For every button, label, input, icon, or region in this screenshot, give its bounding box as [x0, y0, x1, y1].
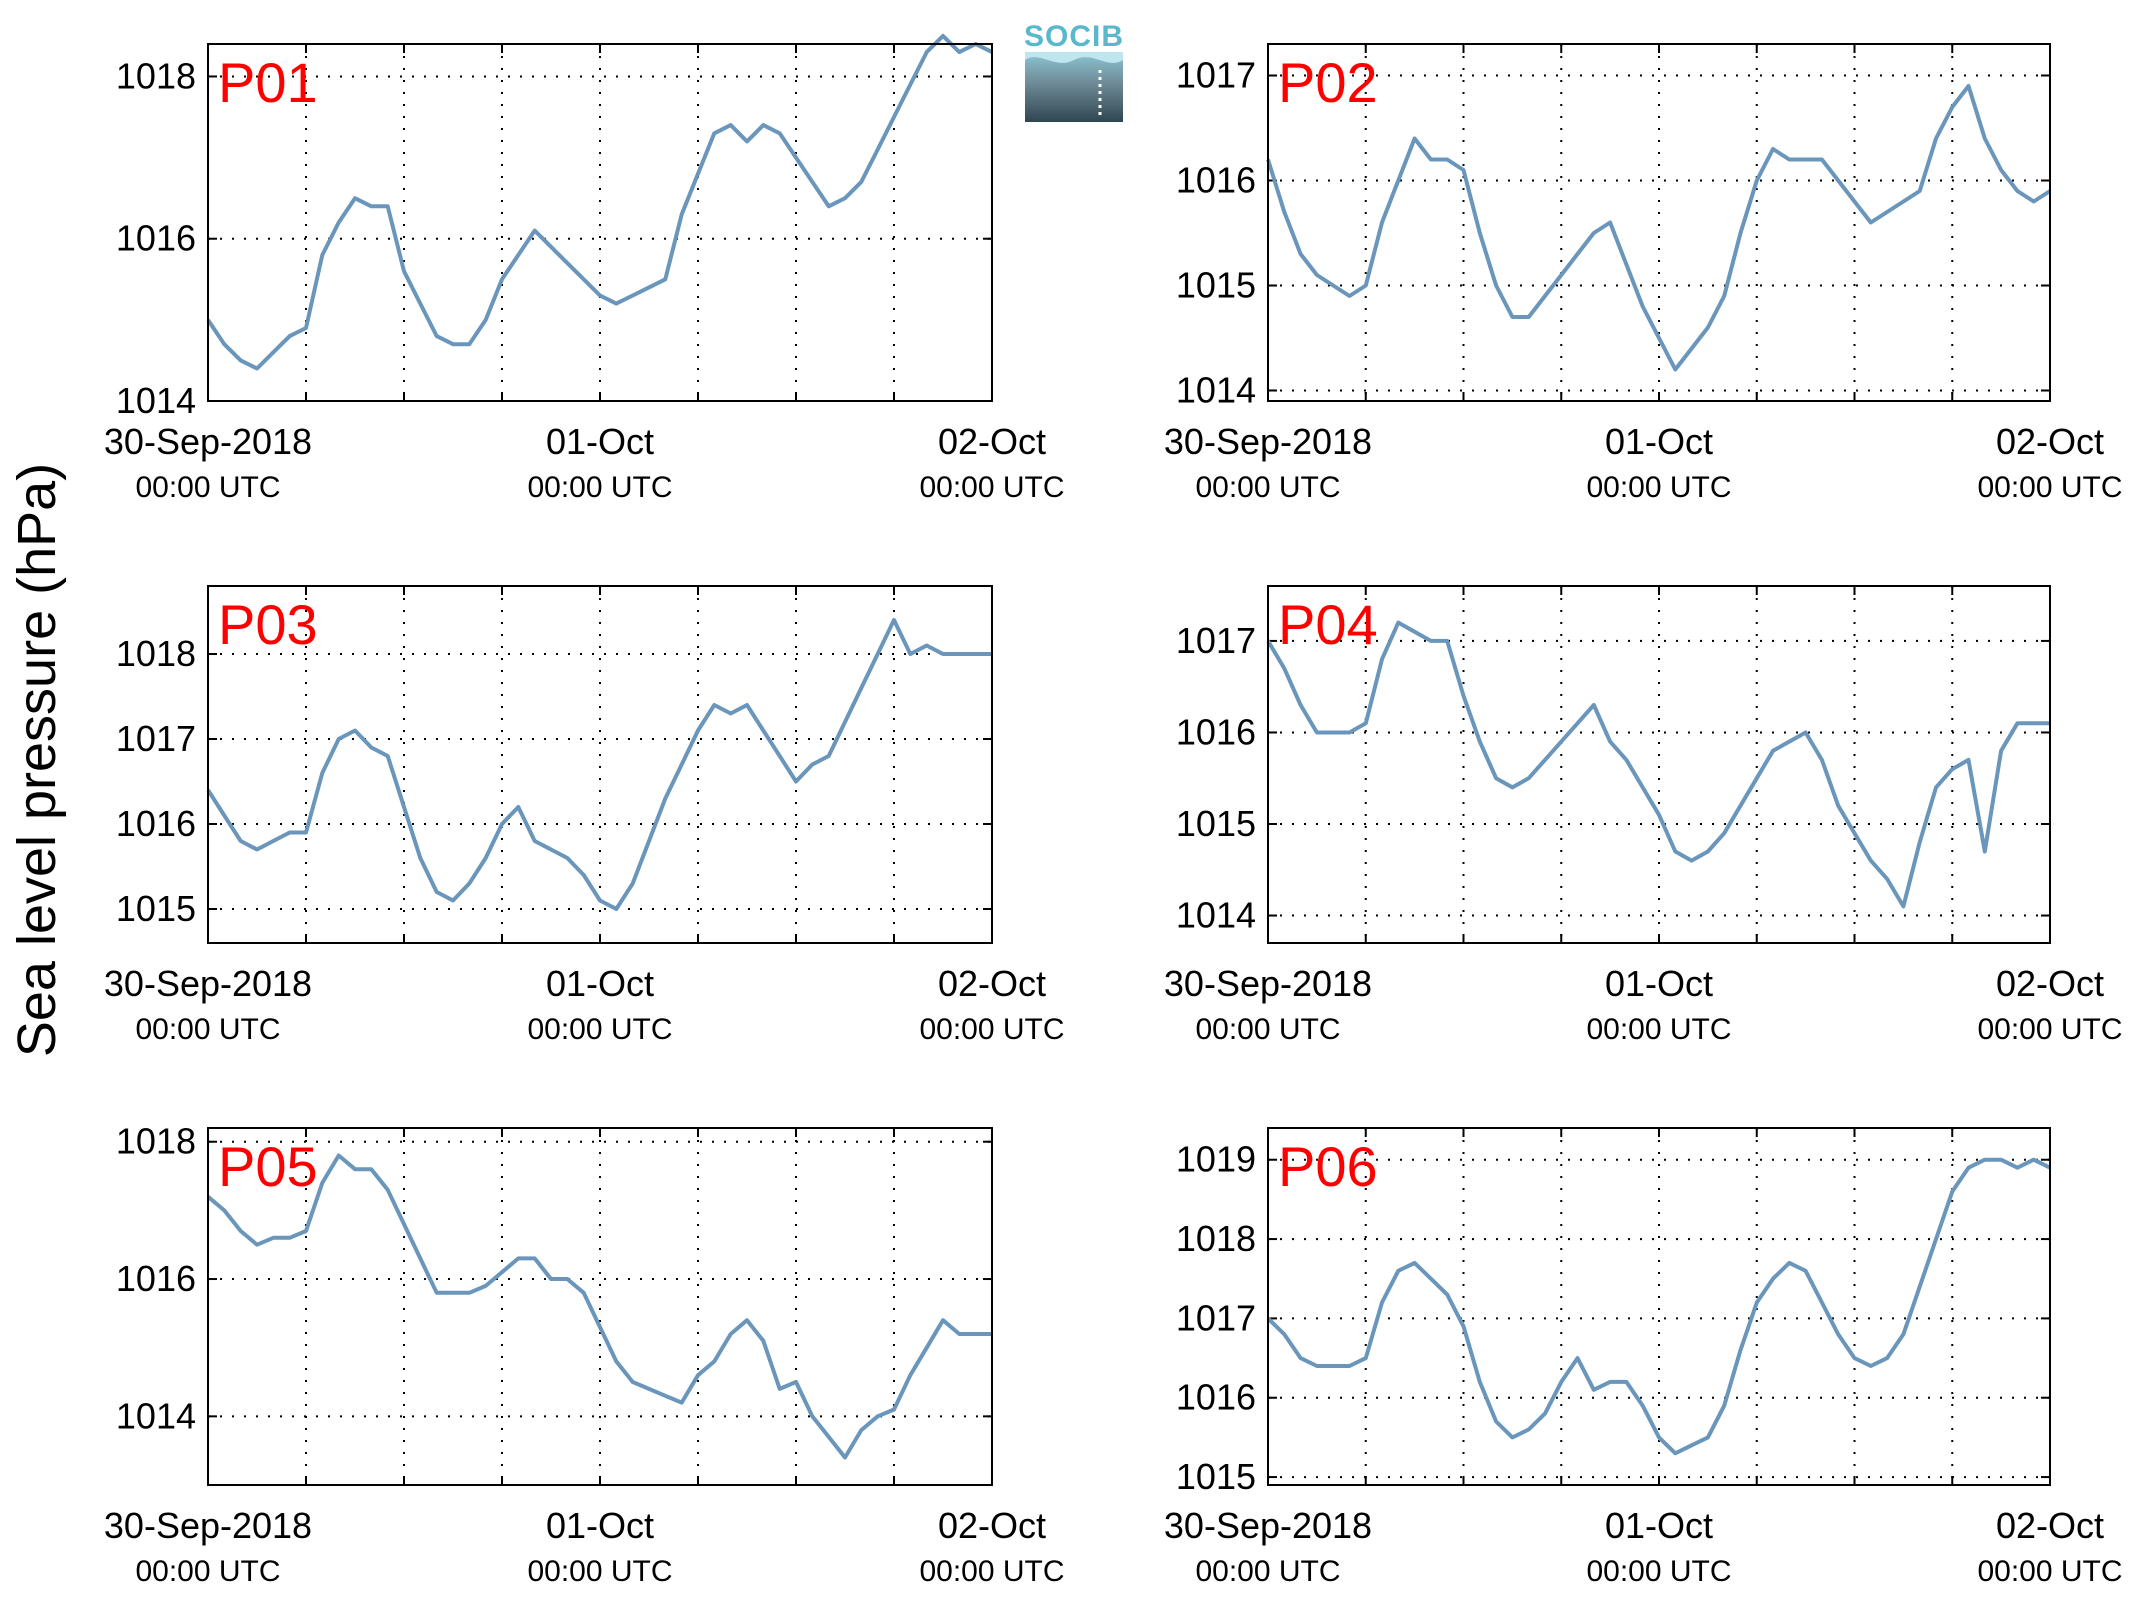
y-tick-label: 1014	[116, 380, 196, 421]
x-tick-label: 02-Oct	[938, 1505, 1046, 1546]
axes-frame	[1267, 1127, 2051, 1486]
x-tick-sublabel: 00:00 UTC	[1977, 1013, 2122, 1046]
x-tick-sublabel: 00:00 UTC	[919, 1555, 1064, 1588]
panel-p06: 1015 1016 1017 1018 1019 30-Sep-2018 00:00 UTC…	[1164, 1127, 2123, 1588]
x-tick-label: 01-Oct	[546, 963, 654, 1004]
y-axis-label: Sea level pressure (hPa)	[7, 463, 67, 1057]
y-tick-label: 1018	[1176, 1218, 1256, 1259]
y-tick-label: 1016	[1176, 160, 1256, 201]
x-tick-label: 30-Sep-2018	[104, 1505, 312, 1546]
x-tick-label: 02-Oct	[1996, 963, 2104, 1004]
panel-p01: 1014 1016 1018 30-Sep-2018 00:00 UTC 01-Oct 00…	[104, 33, 1065, 504]
series-line	[206, 618, 992, 911]
x-tick-label: 30-Sep-2018	[104, 963, 312, 1004]
panels: 1014 1016 1018 30-Sep-2018 00:00 UTC 01-Oct 00…	[104, 33, 2123, 1588]
axes-frame	[207, 1127, 993, 1486]
x-tick-sublabel: 00:00 UTC	[1586, 471, 1731, 504]
panel-title: P06	[1278, 1135, 1378, 1198]
y-tick-label: 1015	[116, 888, 196, 929]
panel-title: P01	[218, 51, 318, 114]
x-tick-label: 02-Oct	[938, 963, 1046, 1004]
y-tick-label: 1015	[1176, 265, 1256, 306]
panel-p05: 1014 1016 1018 30-Sep-2018 00:00 UTC 01-Oct 00…	[104, 1121, 1065, 1588]
logo-box	[1025, 52, 1123, 122]
y-tick-label: 1014	[1176, 895, 1256, 936]
series-line	[1266, 1157, 2051, 1456]
series-line	[1266, 620, 2050, 909]
x-tick-sublabel: 00:00 UTC	[527, 471, 672, 504]
y-tick-label: 1017	[1176, 1297, 1256, 1338]
x-tick-sublabel: 00:00 UTC	[1586, 1013, 1731, 1046]
logo-wave	[1025, 52, 1123, 63]
x-tick-sublabel: 00:00 UTC	[1977, 471, 2122, 504]
x-tick-label: 01-Oct	[546, 421, 654, 462]
axes-frame	[1267, 43, 2051, 402]
y-tick-label: 1016	[1176, 1377, 1256, 1418]
y-tick-label: 1016	[1176, 711, 1256, 752]
panel-p02: 1014 1015 1016 1017 30-Sep-2018 00:00 UTC 01-O…	[1164, 43, 2123, 504]
x-tick-label: 01-Oct	[1605, 963, 1713, 1004]
axes-frame	[1267, 585, 2051, 944]
x-tick-sublabel: 00:00 UTC	[1586, 1555, 1731, 1588]
series-line	[206, 1153, 992, 1460]
y-tick-label: 1015	[1176, 1456, 1256, 1497]
panel-title: P03	[218, 593, 318, 656]
x-tick-sublabel: 00:00 UTC	[135, 1555, 280, 1588]
x-tick-label: 30-Sep-2018	[104, 421, 312, 462]
x-tick-label: 30-Sep-2018	[1164, 1505, 1372, 1546]
x-tick-sublabel: 00:00 UTC	[919, 1013, 1064, 1046]
x-tick-label: 02-Oct	[938, 421, 1046, 462]
panel-p04: 1014 1015 1016 1017 30-Sep-2018 00:00 UTC 01-O…	[1164, 585, 2123, 1046]
x-tick-label: 01-Oct	[1605, 421, 1713, 462]
socib-logo: SOCIB	[1024, 20, 1124, 122]
x-tick-sublabel: 00:00 UTC	[1195, 1013, 1340, 1046]
x-tick-label: 01-Oct	[546, 1505, 654, 1546]
x-tick-label: 02-Oct	[1996, 421, 2104, 462]
y-tick-label: 1017	[116, 718, 196, 759]
panel-p03: 1015 1016 1017 1018 30-Sep-2018 00:00 UTC 01-O…	[104, 585, 1065, 1046]
x-tick-sublabel: 00:00 UTC	[1195, 471, 1340, 504]
x-tick-sublabel: 00:00 UTC	[1195, 1555, 1340, 1588]
y-tick-label: 1016	[116, 218, 196, 259]
panel-title: P05	[218, 1135, 318, 1198]
svg-text:Sea level pressure (hPa): Sea level pressure (hPa)	[7, 463, 67, 1057]
logo-text: SOCIB	[1024, 20, 1124, 53]
x-tick-sublabel: 00:00 UTC	[527, 1555, 672, 1588]
x-tick-label: 30-Sep-2018	[1164, 421, 1372, 462]
y-tick-label: 1018	[116, 1121, 196, 1162]
y-tick-label: 1014	[1176, 370, 1256, 411]
y-tick-label: 1014	[116, 1395, 196, 1436]
x-tick-label: 01-Oct	[1605, 1505, 1713, 1546]
x-tick-sublabel: 00:00 UTC	[919, 471, 1064, 504]
panel-title: P02	[1278, 51, 1378, 114]
y-tick-label: 1018	[116, 55, 196, 96]
axes-frame	[207, 585, 993, 944]
series-line	[206, 33, 993, 371]
x-tick-sublabel: 00:00 UTC	[527, 1013, 672, 1046]
y-tick-label: 1017	[1176, 55, 1256, 96]
y-tick-label: 1015	[1176, 803, 1256, 844]
y-tick-label: 1016	[116, 1258, 196, 1299]
y-tick-label: 1016	[116, 803, 196, 844]
y-tick-label: 1017	[1176, 620, 1256, 661]
y-tick-label: 1018	[116, 633, 196, 674]
x-tick-label: 30-Sep-2018	[1164, 963, 1372, 1004]
x-tick-sublabel: 00:00 UTC	[1977, 1555, 2122, 1588]
y-tick-label: 1019	[1176, 1139, 1256, 1180]
panel-title: P04	[1278, 593, 1378, 656]
x-tick-label: 02-Oct	[1996, 1505, 2104, 1546]
series-line	[1266, 84, 2052, 372]
x-tick-sublabel: 00:00 UTC	[135, 1013, 280, 1046]
axes-frame	[207, 43, 993, 402]
x-tick-sublabel: 00:00 UTC	[135, 471, 280, 504]
